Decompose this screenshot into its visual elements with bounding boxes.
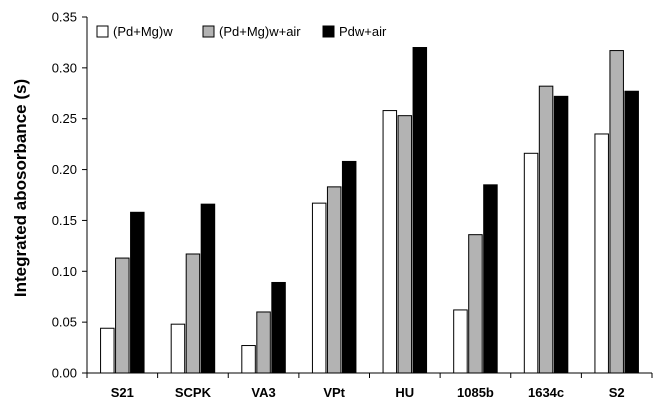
bar-series-1 — [523, 152, 539, 374]
bar-series-1 — [241, 345, 256, 374]
bars — [100, 47, 639, 374]
bar-series-1 — [594, 133, 609, 374]
bar-series-2 — [538, 85, 554, 374]
x-tick-label: S2 — [609, 385, 625, 400]
y-tick-label: 0.10 — [52, 264, 77, 279]
bar-series-1 — [311, 202, 327, 374]
bar-series-3 — [271, 281, 286, 374]
bar-series-1 — [453, 309, 468, 374]
y-axis: 0.00 0.05 0.10 0.15 0.20 0.25 0.30 0.35 — [52, 10, 88, 381]
bar-series-2 — [115, 257, 130, 374]
legend-swatch — [96, 25, 109, 38]
bar-series-3 — [483, 184, 498, 374]
y-tick-label: 0.05 — [52, 315, 77, 330]
bar-series-1 — [382, 110, 398, 374]
bar-series-2 — [609, 50, 624, 374]
y-tick-label: 0.35 — [52, 10, 77, 25]
bar-series-3 — [130, 211, 145, 374]
y-tick-label: 0.30 — [52, 60, 77, 75]
x-tick-label: 1634c — [528, 385, 564, 400]
x-tick-label: VPt — [323, 385, 345, 400]
x-tick-label: HU — [395, 385, 414, 400]
x-tick-label: 1085b — [457, 385, 494, 400]
x-tick-label: S21 — [111, 385, 134, 400]
bar-series-3 — [624, 90, 639, 374]
x-tick-label: VA3 — [251, 385, 275, 400]
x-tick-label: SCPK — [175, 385, 212, 400]
y-axis-title: Integrated abosorbance (s) — [11, 79, 30, 297]
bar-series-2 — [468, 234, 483, 374]
legend: (Pd+Mg)w (Pd+Mg)w+air Pdw+air — [96, 24, 387, 39]
bar-series-3 — [341, 160, 357, 374]
y-tick-label: 0.25 — [52, 111, 77, 126]
legend-label: (Pd+Mg)w — [113, 24, 173, 39]
y-tick-label: 0.20 — [52, 162, 77, 177]
x-axis: S21 SCPK VA3 VPt HU 1085b 1634c S2 — [86, 372, 653, 400]
bar-series-2 — [256, 311, 271, 374]
bar-series-3 — [412, 47, 428, 374]
bar-series-3 — [553, 95, 569, 374]
bar-series-3 — [200, 203, 216, 374]
bar-series-2 — [326, 186, 342, 374]
legend-swatch — [322, 25, 335, 38]
y-tick-label: 0.15 — [52, 213, 77, 228]
legend-label: Pdw+air — [339, 24, 387, 39]
legend-label: (Pd+Mg)w+air — [219, 24, 301, 39]
bar-series-2 — [397, 115, 413, 374]
bar-series-1 — [100, 327, 115, 374]
y-tick-label: 0.00 — [52, 366, 77, 381]
bar-series-2 — [185, 253, 201, 374]
bar-series-1 — [170, 323, 186, 374]
legend-swatch — [202, 25, 215, 38]
